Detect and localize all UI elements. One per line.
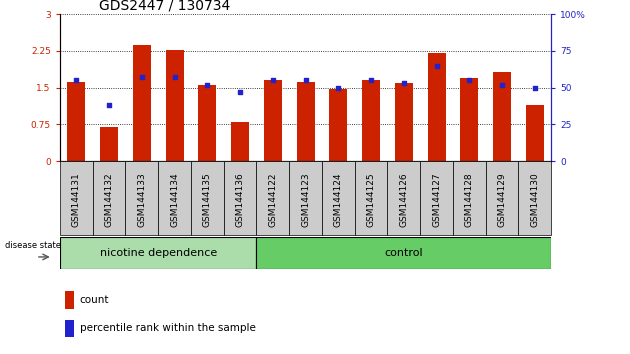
FancyBboxPatch shape (93, 161, 125, 235)
Point (432, 63, 442, 68)
Point (202, 82, 212, 87)
Bar (65, 291, 74, 309)
FancyBboxPatch shape (420, 161, 453, 235)
Text: percentile rank within the sample: percentile rank within the sample (79, 324, 255, 333)
Bar (198, 85, 216, 161)
Text: GSM144122: GSM144122 (268, 172, 277, 227)
FancyBboxPatch shape (158, 161, 191, 235)
Bar (526, 105, 544, 161)
Text: count: count (79, 295, 109, 305)
Text: GSM144123: GSM144123 (301, 172, 310, 227)
Text: GSM144127: GSM144127 (432, 172, 441, 227)
Bar (493, 72, 511, 161)
Text: disease state: disease state (5, 241, 60, 250)
Text: GSM144133: GSM144133 (137, 172, 146, 227)
Bar (362, 80, 380, 161)
Point (137, 74, 147, 80)
Point (235, 89, 245, 95)
Point (104, 102, 114, 108)
Bar (461, 78, 478, 161)
Bar (428, 53, 445, 161)
Point (530, 85, 540, 91)
Point (301, 78, 311, 83)
FancyBboxPatch shape (224, 161, 256, 235)
FancyBboxPatch shape (60, 237, 256, 269)
Bar (100, 127, 118, 161)
Text: control: control (384, 248, 423, 258)
Point (366, 78, 376, 83)
FancyBboxPatch shape (256, 237, 551, 269)
Text: GSM144134: GSM144134 (170, 172, 179, 227)
Text: nicotine dependence: nicotine dependence (100, 248, 217, 258)
Text: GSM144125: GSM144125 (367, 172, 375, 227)
Bar (231, 122, 249, 161)
FancyBboxPatch shape (387, 161, 420, 235)
FancyBboxPatch shape (453, 161, 486, 235)
Bar (329, 89, 347, 161)
FancyBboxPatch shape (355, 161, 387, 235)
FancyBboxPatch shape (125, 161, 158, 235)
Bar (297, 82, 314, 161)
FancyBboxPatch shape (256, 161, 289, 235)
FancyBboxPatch shape (322, 161, 355, 235)
Text: GSM144126: GSM144126 (399, 172, 408, 227)
Text: GDS2447 / 130734: GDS2447 / 130734 (99, 0, 231, 13)
FancyBboxPatch shape (60, 161, 93, 235)
Text: GSM144136: GSM144136 (236, 172, 244, 227)
Text: GSM144132: GSM144132 (105, 172, 113, 227)
Text: GSM144124: GSM144124 (334, 172, 343, 227)
Text: GSM144135: GSM144135 (203, 172, 212, 227)
Point (333, 85, 343, 91)
Bar (65, 320, 74, 337)
Point (464, 78, 474, 83)
Bar (67, 82, 85, 161)
Text: GSM144129: GSM144129 (498, 172, 507, 227)
Text: GSM144131: GSM144131 (72, 172, 81, 227)
Bar (133, 45, 151, 161)
Point (169, 74, 180, 80)
FancyBboxPatch shape (518, 161, 551, 235)
Bar (166, 50, 183, 161)
Text: GSM144128: GSM144128 (465, 172, 474, 227)
Text: GSM144130: GSM144130 (530, 172, 539, 227)
Point (497, 82, 507, 87)
Point (71, 78, 81, 83)
FancyBboxPatch shape (486, 161, 518, 235)
FancyBboxPatch shape (191, 161, 224, 235)
FancyBboxPatch shape (289, 161, 322, 235)
Bar (264, 80, 282, 161)
Bar (395, 83, 413, 161)
Point (268, 78, 278, 83)
Point (399, 80, 409, 86)
